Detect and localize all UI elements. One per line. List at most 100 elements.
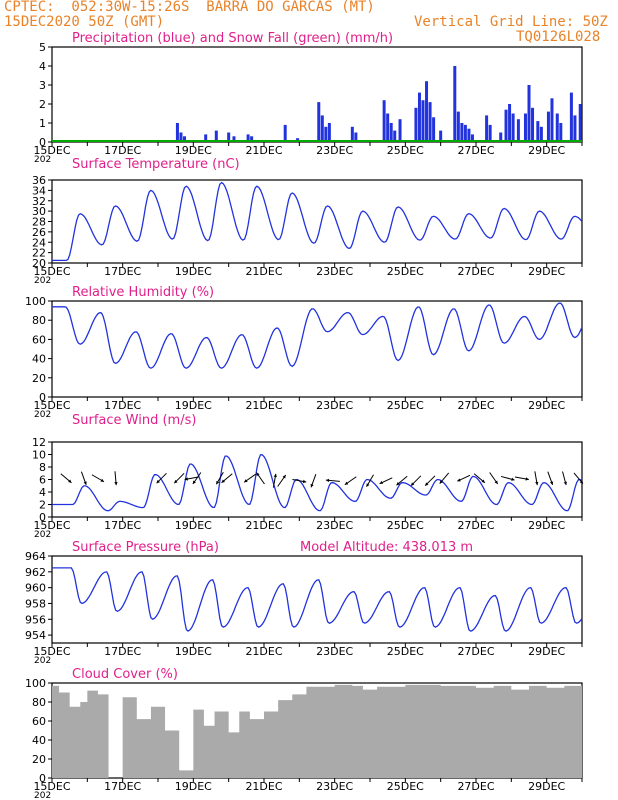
precip-xtick-label: 17DEC bbox=[104, 144, 141, 157]
precip-xyear-label: 202 bbox=[34, 155, 51, 165]
cloud-ytick-label: 0 bbox=[39, 772, 46, 785]
rh-series-line bbox=[52, 302, 583, 369]
cloud-ytick-label: 80 bbox=[32, 696, 46, 709]
cloud-ytick-label: 100 bbox=[25, 677, 46, 690]
precip-bar bbox=[232, 136, 236, 142]
pres-ytick-label: 954 bbox=[25, 629, 46, 642]
wind-ytick-label: 6 bbox=[39, 474, 46, 487]
wind-xtick-label: 29DEC bbox=[528, 519, 565, 532]
wind-arrow bbox=[277, 474, 287, 487]
pres-frame bbox=[51, 555, 583, 644]
wind-xtick-label: 15DEC bbox=[33, 519, 70, 532]
wind-xtick-label: 19DEC bbox=[175, 519, 212, 532]
precip-xtick-label: 15DEC bbox=[33, 144, 70, 157]
wind-ytick-label: 4 bbox=[39, 486, 46, 499]
cloud-xtick-label: 29DEC bbox=[528, 780, 565, 793]
precip-bar bbox=[536, 121, 540, 142]
wind-arrow bbox=[80, 471, 87, 485]
precip-bar bbox=[350, 126, 354, 142]
wind-arrow bbox=[243, 473, 256, 483]
wind-arrow bbox=[547, 471, 554, 485]
rh-ytick-label: 0 bbox=[39, 391, 46, 404]
precip-bar bbox=[175, 123, 179, 142]
precip-bar bbox=[389, 123, 393, 142]
precip-bar bbox=[432, 117, 436, 142]
temp-ytick-label: 22 bbox=[32, 247, 46, 260]
wind-ytick-label: 0 bbox=[39, 511, 46, 524]
wind-xtick-label: 27DEC bbox=[457, 519, 494, 532]
wind-arrow bbox=[562, 471, 567, 486]
wind-frame bbox=[51, 441, 583, 518]
wind-arrow bbox=[424, 475, 436, 487]
precip-bar bbox=[421, 100, 425, 142]
cloud-cover-area bbox=[52, 684, 582, 778]
wind-xtick-label: 25DEC bbox=[387, 519, 424, 532]
wind-arrow bbox=[396, 475, 408, 486]
wind-xyear-label: 202 bbox=[34, 530, 51, 540]
wind-arrow bbox=[215, 471, 224, 485]
precip-frame bbox=[51, 46, 583, 143]
temp-xtick-label: 27DEC bbox=[457, 265, 494, 278]
precip-xtick-label: 19DEC bbox=[175, 144, 212, 157]
wind-arrow bbox=[410, 475, 422, 487]
precip-bar bbox=[559, 123, 563, 142]
precip-bar bbox=[327, 123, 331, 142]
precip-xtick-label: 29DEC bbox=[528, 144, 565, 157]
wind-arrow bbox=[439, 472, 450, 484]
cloud-xyear-label: 202 bbox=[34, 791, 51, 800]
rh-xtick-label: 17DEC bbox=[104, 399, 141, 412]
wind-arrow bbox=[221, 473, 233, 484]
precip-title: Precipitation (blue) and Snow Fall (gree… bbox=[72, 31, 393, 46]
wind-arrow bbox=[173, 472, 185, 484]
rh-ytick-label: 60 bbox=[32, 333, 46, 346]
pres-xtick-label: 15DEC bbox=[33, 645, 70, 658]
precip-ytick-label: 1 bbox=[39, 117, 46, 130]
cloud-ytick-label: 40 bbox=[32, 734, 46, 747]
wind-title: Surface Wind (m/s) bbox=[72, 413, 196, 428]
rh-xtick-label: 25DEC bbox=[387, 399, 424, 412]
precip-xtick-label: 25DEC bbox=[387, 144, 424, 157]
cloud-xtick-label: 25DEC bbox=[387, 780, 424, 793]
temp-frame bbox=[51, 179, 583, 264]
precip-bar bbox=[504, 109, 508, 142]
pres-xyear-label: 202 bbox=[34, 656, 51, 666]
precip-bar bbox=[463, 124, 467, 142]
header-grid-line: Vertical Grid Line: 50Z bbox=[414, 14, 608, 30]
wind-arrow bbox=[114, 471, 118, 486]
precip-bar bbox=[516, 119, 520, 142]
precip-bar bbox=[539, 126, 543, 142]
pres-xtick-label: 27DEC bbox=[457, 645, 494, 658]
precip-bar bbox=[527, 85, 531, 142]
temp-ytick-label: 24 bbox=[32, 236, 46, 249]
rh-ytick-label: 100 bbox=[25, 295, 46, 308]
wind-ytick-label: 8 bbox=[39, 461, 46, 474]
precip-bar bbox=[183, 136, 186, 142]
cloud-xtick-label: 27DEC bbox=[457, 780, 494, 793]
pres-ytick-label: 964 bbox=[25, 550, 46, 563]
wind-arrow bbox=[91, 474, 105, 483]
wind-arrow bbox=[156, 472, 167, 484]
wind-ytick-label: 2 bbox=[39, 499, 46, 512]
cloud-xtick-label: 23DEC bbox=[316, 780, 353, 793]
precip-ytick-label: 5 bbox=[39, 41, 46, 54]
wind-series-line bbox=[52, 454, 583, 512]
rh-xtick-label: 29DEC bbox=[528, 399, 565, 412]
wind-arrow bbox=[60, 473, 72, 484]
rh-xtick-label: 27DEC bbox=[457, 399, 494, 412]
pres-xtick-label: 23DEC bbox=[316, 645, 353, 658]
precip-bar bbox=[204, 134, 208, 142]
precip-bar bbox=[246, 134, 250, 142]
rh-ytick-label: 80 bbox=[32, 314, 46, 327]
wind-ytick-label: 12 bbox=[32, 436, 46, 449]
precip-bar bbox=[354, 132, 358, 142]
temp-title: Surface Temperature (nC) bbox=[72, 157, 240, 172]
rh-xtick-label: 23DEC bbox=[316, 399, 353, 412]
rh-xtick-label: 21DEC bbox=[245, 399, 282, 412]
precip-bar bbox=[578, 104, 582, 142]
rh-xyear-label: 202 bbox=[34, 410, 51, 420]
precip-bar bbox=[283, 124, 287, 142]
rh-ytick-label: 20 bbox=[32, 372, 46, 385]
precip-bar bbox=[488, 124, 492, 142]
wind-arrow bbox=[192, 472, 202, 485]
